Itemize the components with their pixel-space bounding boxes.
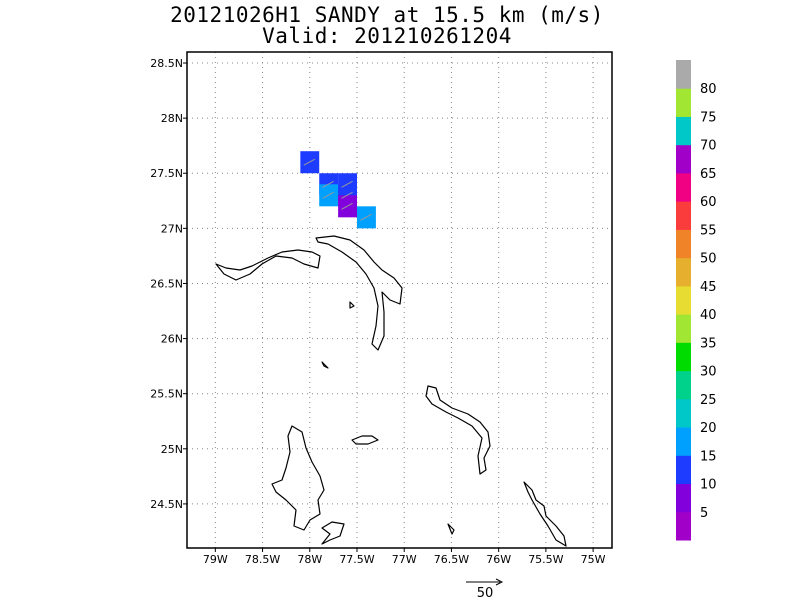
colorbar-label: 65 <box>700 167 717 182</box>
colorbar-swatch <box>676 455 691 485</box>
coastline-grand-bahama <box>215 249 321 281</box>
wind-arrow <box>341 191 353 199</box>
colorbar-swatch <box>676 229 691 259</box>
colorbar-swatch <box>676 483 691 513</box>
colorbar-label: 35 <box>700 336 717 351</box>
map-title: 20121026H1 SANDY at 15.5 km (m/s) <box>170 3 604 27</box>
lat-tick-label: 25N <box>161 443 183 456</box>
colorbar-label: 30 <box>700 365 717 380</box>
lat-tick-label: 26N <box>161 333 183 346</box>
wind-arrow <box>322 191 334 199</box>
latitude-labels: 24.5N 25N 25.5N 26N 26.5N 27N 27.5N 28N 28.5N <box>150 57 187 511</box>
coastline-eleuthera <box>425 385 491 475</box>
lon-tick-label: 75W <box>581 553 606 566</box>
colorbar-swatch <box>676 144 691 174</box>
wind-arrow <box>341 180 353 188</box>
lat-tick-label: 25.5N <box>150 388 183 401</box>
colorbar-swatch <box>676 285 691 315</box>
coastline-abaco <box>315 235 403 351</box>
coastline-new-providence <box>351 435 379 445</box>
lon-tick-label: 76.5W <box>434 553 469 566</box>
coastline-cat-island <box>523 481 567 547</box>
lat-tick-label: 24.5N <box>150 498 183 511</box>
wind-arrow <box>341 202 353 210</box>
colorbar-label: 20 <box>700 421 717 436</box>
colorbar-label: 10 <box>700 478 717 493</box>
reference-vector-label: 50 <box>477 586 494 600</box>
longitude-labels: 79W 78.5W 78W 77.5W 77W 76.5W 76W 75.5W 75W <box>203 548 606 566</box>
colorbar-label: 70 <box>700 139 717 154</box>
lat-tick-label: 27N <box>161 222 183 235</box>
lat-tick-label: 27.5N <box>150 167 183 180</box>
colorbar-label: 40 <box>700 308 717 323</box>
colorbar-swatch <box>676 88 691 117</box>
coastline-andros-south <box>321 521 345 545</box>
colorbar-label: 75 <box>700 110 717 125</box>
colorbar-swatch <box>676 201 691 230</box>
lat-tick-label: 28N <box>161 112 183 125</box>
colorbar-swatch <box>676 398 691 428</box>
lat-tick-label: 26.5N <box>150 277 183 290</box>
lon-tick-label: 79W <box>203 553 228 566</box>
colorbar-label: 80 <box>700 82 717 97</box>
colorbar-label: 55 <box>700 223 717 238</box>
colorbar-swatch <box>676 342 691 372</box>
colorbar-swatch <box>676 60 691 89</box>
colorbar-label: 5 <box>700 506 708 521</box>
colorbar-swatch <box>676 257 691 287</box>
wind-speed-cells <box>300 151 376 229</box>
colorbar-label: 60 <box>700 195 717 210</box>
colorbar-swatch <box>676 116 691 146</box>
lon-tick-label: 77W <box>392 553 417 566</box>
grid-lines <box>187 52 612 548</box>
coastline-exuma <box>447 523 455 535</box>
colorbar-swatch <box>676 427 691 456</box>
coastline-andros <box>271 425 325 531</box>
colorbar-swatch <box>676 172 691 202</box>
colorbar-label: 50 <box>700 252 717 267</box>
colorbar-label: 15 <box>700 449 717 464</box>
wind-barbs <box>303 158 372 221</box>
lon-tick-label: 77.5W <box>339 553 374 566</box>
lon-tick-label: 76W <box>486 553 511 566</box>
colorbar-label: 25 <box>700 393 717 408</box>
reference-vector: 50 <box>466 578 504 600</box>
valid-time: Valid: 201210261204 <box>262 24 512 48</box>
coastlines <box>215 235 567 547</box>
colorbar-swatch <box>676 314 691 343</box>
colorbar: 5 10 15 20 25 30 35 40 45 50 55 60 65 70 75 80 <box>676 60 717 541</box>
map-frame <box>186 51 613 549</box>
coastline-islet <box>349 301 355 309</box>
wind-arrow <box>360 213 372 221</box>
wind-arrow <box>303 158 316 166</box>
lon-tick-label: 75.5W <box>528 553 563 566</box>
coastline-berry-islands <box>321 361 329 369</box>
colorbar-label: 45 <box>700 280 717 295</box>
colorbar-swatch <box>676 370 691 400</box>
wind-arrow <box>322 180 334 188</box>
colorbar-swatch <box>676 511 691 541</box>
lat-tick-label: 28.5N <box>150 57 183 70</box>
lon-tick-label: 78W <box>297 553 322 566</box>
lon-tick-label: 78.5W <box>245 553 280 566</box>
